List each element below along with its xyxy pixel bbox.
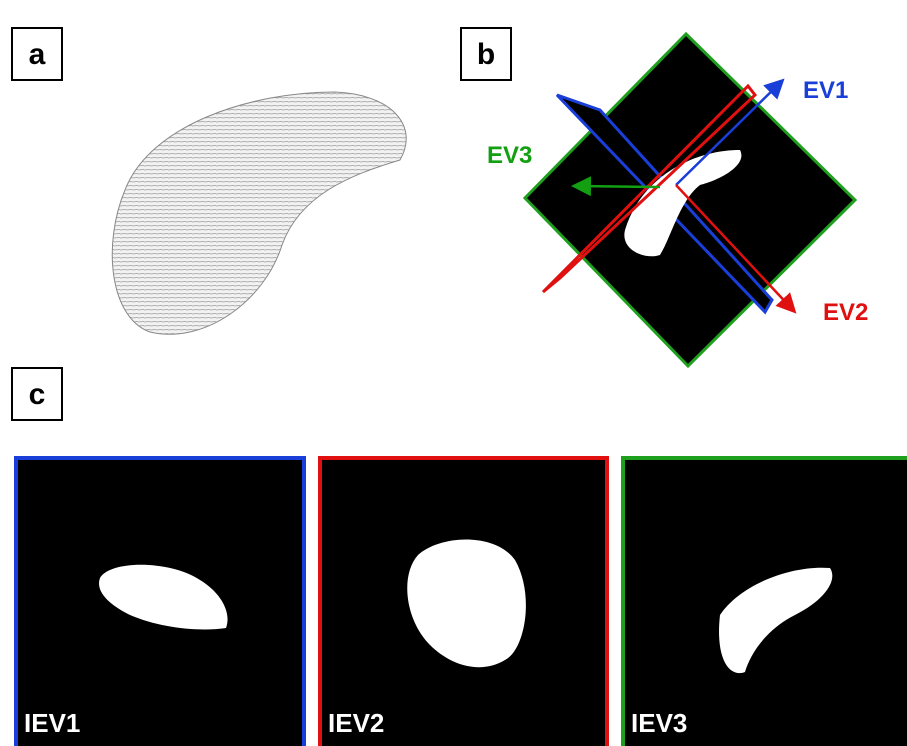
panel-a-label: a	[12, 28, 62, 80]
ev3-arrow	[576, 186, 660, 187]
image-iev3: IEV3	[623, 458, 907, 746]
image-iev2: IEV2	[320, 458, 607, 746]
image-label: IEV3	[631, 708, 687, 738]
panel-label: c	[29, 378, 46, 411]
axes-diagram: EV1 EV2 EV3	[487, 34, 868, 366]
panel-c-label: c	[12, 368, 62, 420]
mesh-surface	[112, 92, 406, 334]
panel-b-label: b	[461, 28, 511, 80]
axis-label: EV1	[803, 77, 848, 104]
image-label: IEV1	[24, 708, 80, 738]
axis-label: EV3	[487, 142, 532, 169]
image-label: IEV2	[328, 708, 384, 738]
axis-label: EV2	[823, 299, 868, 326]
image-iev1: IEV1	[16, 458, 304, 746]
panel-label: b	[477, 38, 495, 71]
panel-label: a	[29, 38, 46, 71]
figure: a b c EV1 EV2 EV3 IEV1 IEV2 IEV3	[0, 0, 907, 746]
